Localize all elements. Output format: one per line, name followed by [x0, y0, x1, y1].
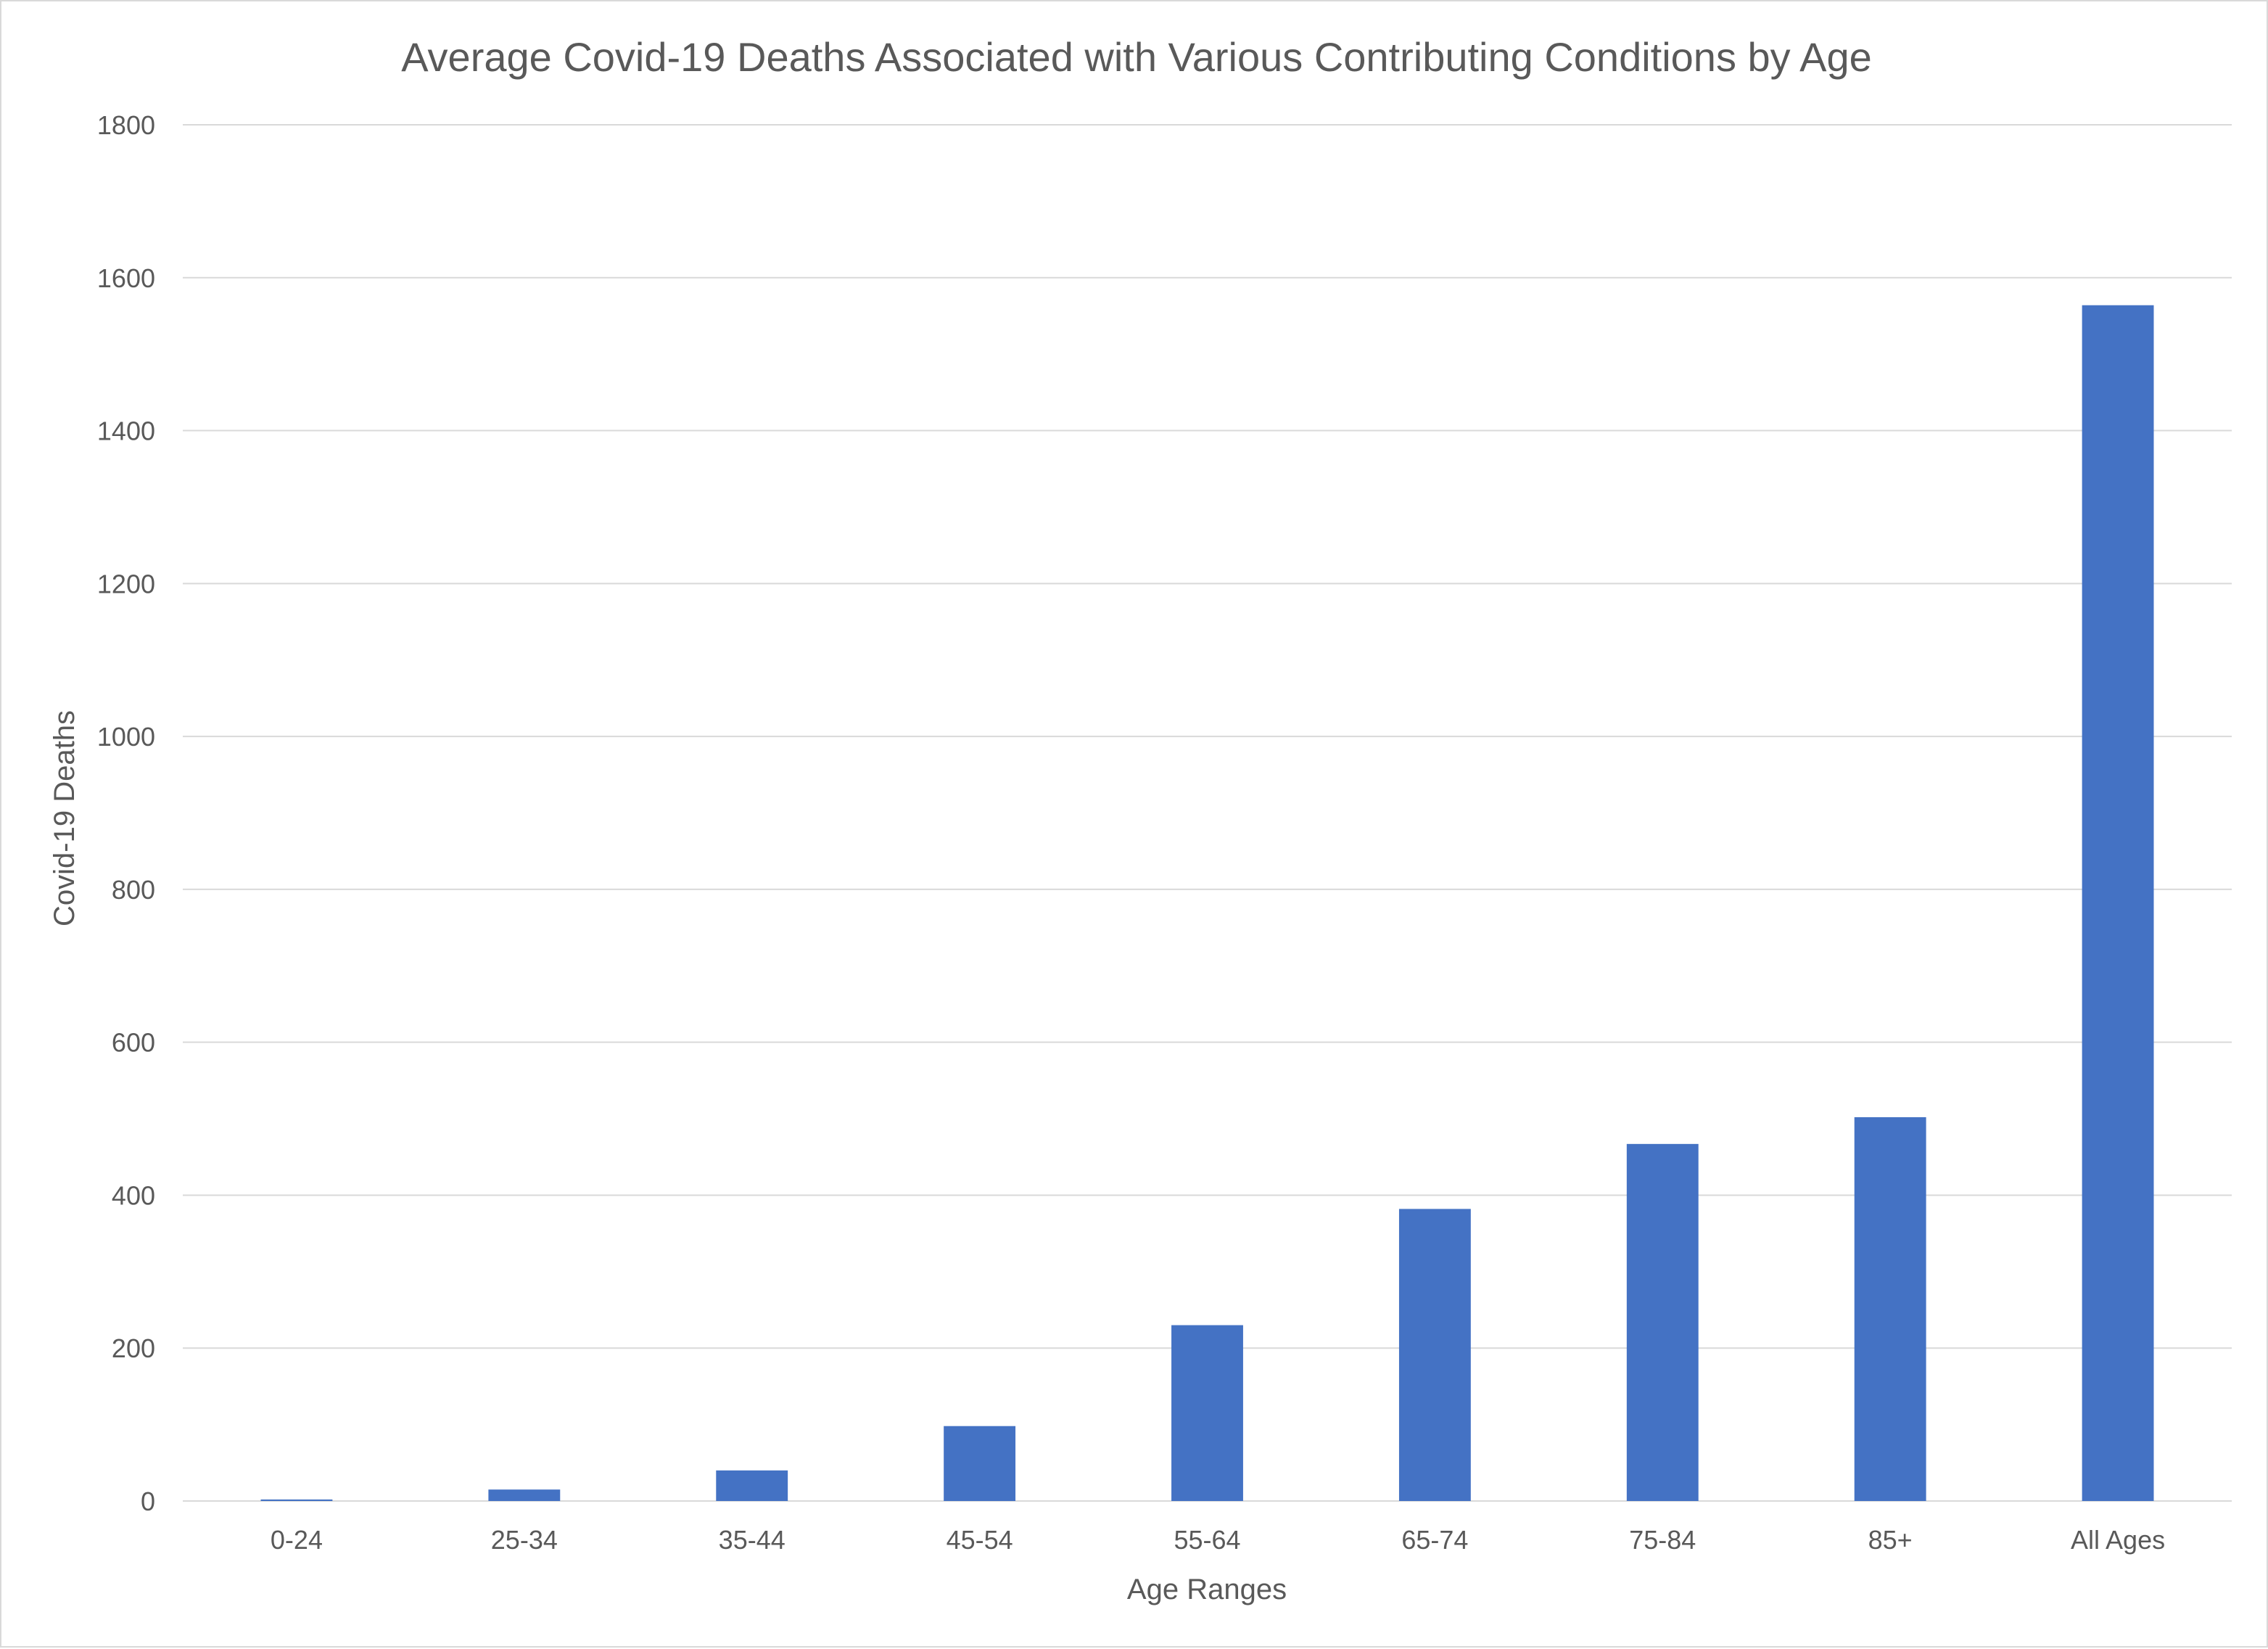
bar-75-84 [1626, 1143, 1699, 1501]
x-tick-label: 85+ [1868, 1525, 1913, 1555]
bar-35-44 [716, 1470, 788, 1501]
bar-65-74 [1398, 1209, 1471, 1501]
x-tick-label: 35-44 [719, 1525, 785, 1555]
y-tick-label: 1400 [97, 416, 155, 446]
x-axis-title: Age Ranges [1127, 1574, 1287, 1605]
bar-25-34 [488, 1489, 561, 1501]
y-tick-label: 600 [112, 1028, 155, 1058]
y-axis-ticks: 0 200 400 600 800 1000 1200 1400 1600 1800 [97, 110, 155, 1516]
x-tick-label: 45-54 [947, 1525, 1013, 1555]
y-tick-label: 400 [112, 1180, 155, 1210]
y-tick-label: 1800 [97, 110, 155, 140]
y-tick-label: 800 [112, 875, 155, 905]
y-tick-label: 1000 [97, 722, 155, 752]
x-tick-label: 65-74 [1401, 1525, 1468, 1555]
y-tick-label: 200 [112, 1333, 155, 1363]
x-tick-label: 75-84 [1629, 1525, 1696, 1555]
bar-85- [1854, 1117, 1926, 1501]
x-axis-ticks: 0-24 25-34 35-44 45-54 55-64 65-74 75-84 85+ All… [271, 1525, 2165, 1555]
gridlines [183, 124, 2232, 1502]
x-tick-label: 0-24 [271, 1525, 323, 1555]
y-tick-label: 1200 [97, 569, 155, 599]
bar-0-24 [260, 1499, 333, 1501]
bar-all-ages [2082, 305, 2154, 1501]
bar-45-54 [944, 1426, 1016, 1501]
chart-title: Average Covid-19 Deaths Associated with … [401, 34, 1872, 80]
x-tick-label: All Ages [2071, 1525, 2165, 1555]
x-tick-label: 25-34 [491, 1525, 558, 1555]
x-tick-label: 55-64 [1174, 1525, 1240, 1555]
y-tick-label: 1600 [97, 263, 155, 293]
bars [260, 305, 2154, 1501]
y-tick-label: 0 [141, 1486, 155, 1516]
bar-55-64 [1171, 1325, 1243, 1501]
y-axis-title: Covid-19 Deaths [49, 710, 81, 926]
